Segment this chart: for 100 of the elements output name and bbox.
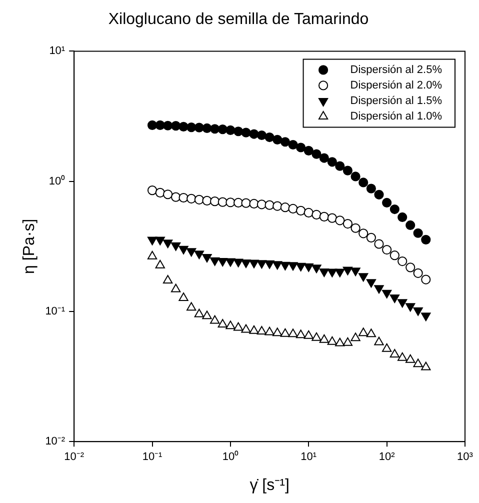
point bbox=[390, 204, 400, 214]
point bbox=[374, 190, 384, 200]
point bbox=[342, 218, 353, 229]
y-axis-title: η [Pa·s] bbox=[21, 218, 38, 274]
point bbox=[374, 239, 384, 249]
point bbox=[147, 120, 158, 130]
point bbox=[210, 196, 220, 206]
point bbox=[406, 354, 416, 363]
point bbox=[335, 338, 345, 346]
point bbox=[256, 130, 267, 140]
point bbox=[147, 250, 158, 260]
x-axis-title: γ̇ [s⁻¹] bbox=[250, 476, 290, 494]
point bbox=[163, 190, 173, 200]
legend-label: Dispersión al 1.5% bbox=[350, 94, 442, 107]
point bbox=[186, 302, 196, 311]
point bbox=[155, 260, 165, 268]
point bbox=[342, 166, 353, 176]
point bbox=[178, 292, 188, 301]
point bbox=[342, 337, 353, 346]
point bbox=[233, 322, 244, 331]
point bbox=[296, 330, 306, 338]
point bbox=[202, 310, 212, 320]
y-tick-label: 10⁰ bbox=[48, 174, 66, 188]
point bbox=[178, 122, 188, 132]
point bbox=[272, 134, 282, 144]
x-tick-label: 10⁰ bbox=[222, 450, 239, 464]
point bbox=[421, 234, 431, 245]
point bbox=[210, 315, 220, 324]
point bbox=[249, 198, 259, 209]
x-tick-label: 10³ bbox=[457, 451, 474, 464]
point bbox=[350, 223, 360, 233]
point bbox=[366, 184, 376, 194]
point bbox=[288, 204, 298, 214]
point bbox=[398, 352, 408, 361]
point bbox=[296, 142, 306, 152]
point bbox=[382, 244, 392, 255]
x-tick-label: 10¹ bbox=[300, 451, 317, 464]
point bbox=[186, 122, 196, 132]
point bbox=[147, 186, 158, 196]
point bbox=[241, 324, 251, 333]
point bbox=[350, 172, 360, 182]
point bbox=[421, 362, 431, 370]
point bbox=[366, 232, 376, 242]
point bbox=[374, 336, 384, 346]
point bbox=[194, 122, 204, 132]
point bbox=[413, 358, 423, 368]
point bbox=[304, 208, 314, 218]
point bbox=[421, 274, 431, 284]
point bbox=[335, 161, 345, 171]
point bbox=[390, 250, 400, 260]
point bbox=[155, 188, 165, 198]
point bbox=[155, 120, 165, 130]
point bbox=[202, 196, 212, 206]
point bbox=[366, 328, 376, 338]
legend-label: Dispersión al 2.0% bbox=[350, 79, 442, 92]
point bbox=[226, 198, 236, 208]
point bbox=[413, 268, 423, 278]
point bbox=[413, 228, 423, 238]
x-tick-label: 10⁻¹ bbox=[142, 451, 163, 464]
chart-title: Xiloglucano de semilla de Tamarindo bbox=[108, 11, 369, 28]
point bbox=[280, 137, 290, 147]
point bbox=[398, 212, 408, 222]
point bbox=[162, 274, 173, 284]
point bbox=[226, 320, 236, 330]
legend-label: Dispersión al 2.5% bbox=[350, 64, 442, 76]
point bbox=[264, 200, 274, 210]
point bbox=[335, 216, 345, 226]
point bbox=[319, 334, 329, 343]
point bbox=[218, 319, 228, 328]
point bbox=[280, 202, 290, 212]
legend-label: Dispersión al 1.0% bbox=[350, 110, 442, 122]
point bbox=[358, 328, 368, 336]
point bbox=[288, 140, 298, 150]
point bbox=[327, 213, 337, 223]
y-tick-label: 10¹ bbox=[49, 45, 66, 58]
point bbox=[234, 198, 244, 208]
point bbox=[226, 125, 236, 136]
point bbox=[194, 194, 204, 204]
point bbox=[210, 124, 220, 134]
point bbox=[249, 129, 259, 139]
point bbox=[358, 228, 368, 238]
point bbox=[218, 124, 228, 134]
point bbox=[296, 206, 306, 216]
point bbox=[319, 153, 329, 163]
point bbox=[327, 336, 338, 345]
point bbox=[304, 330, 314, 339]
point bbox=[264, 132, 274, 142]
point bbox=[304, 146, 314, 156]
point bbox=[241, 128, 251, 138]
point bbox=[358, 178, 368, 188]
point bbox=[171, 121, 181, 131]
point bbox=[264, 326, 274, 336]
point bbox=[241, 198, 251, 208]
point bbox=[256, 326, 267, 334]
point bbox=[382, 343, 392, 352]
point bbox=[170, 284, 181, 292]
point bbox=[234, 126, 244, 136]
point bbox=[163, 120, 173, 130]
x-tick-label: 10⁻² bbox=[64, 451, 84, 464]
point bbox=[202, 123, 212, 134]
